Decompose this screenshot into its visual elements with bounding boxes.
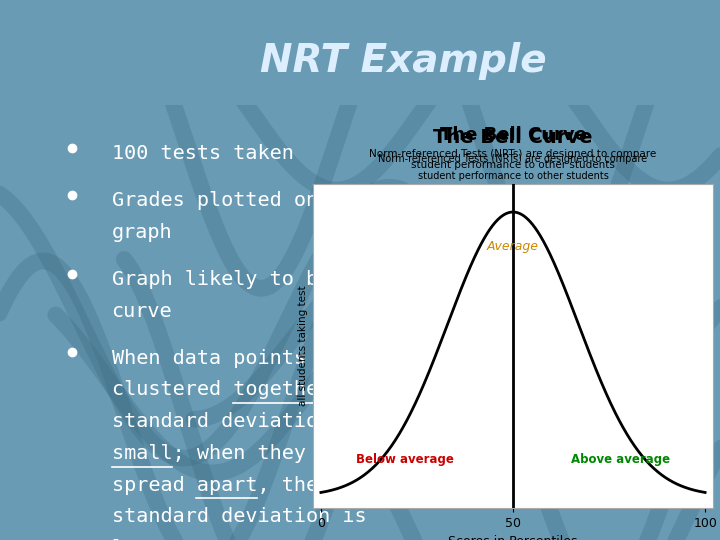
Text: Graph likely to be a bell: Graph likely to be a bell xyxy=(112,270,415,289)
Text: spread apart, the: spread apart, the xyxy=(112,476,318,495)
Text: standard deviation is: standard deviation is xyxy=(112,508,366,526)
Text: large: large xyxy=(112,539,172,540)
Text: The Bell Curve: The Bell Curve xyxy=(433,128,593,147)
Text: The Bell Curve: The Bell Curve xyxy=(440,126,586,144)
Text: curve: curve xyxy=(112,302,172,321)
Text: Average: Average xyxy=(487,240,539,253)
Text: graph: graph xyxy=(112,223,172,242)
Text: small; when they are: small; when they are xyxy=(112,444,354,463)
Text: When data points are: When data points are xyxy=(112,349,354,368)
Text: Below average: Below average xyxy=(356,453,454,466)
Text: Grades plotted on a: Grades plotted on a xyxy=(112,191,342,211)
Text: standard deviation is: standard deviation is xyxy=(112,412,366,431)
Y-axis label: all students taking test: all students taking test xyxy=(297,285,307,406)
Text: Above average: Above average xyxy=(571,453,670,466)
Text: Norm-referenced Tests (NRTs) are designed to compare: Norm-referenced Tests (NRTs) are designe… xyxy=(379,154,647,164)
Text: student performance to other students: student performance to other students xyxy=(411,160,615,170)
Text: student performance to other students: student performance to other students xyxy=(418,171,608,180)
Text: 100 tests taken: 100 tests taken xyxy=(112,144,294,164)
X-axis label: Scores in Percentiles: Scores in Percentiles xyxy=(449,535,577,540)
Text: Norm-referenced Tests (NRTs) are designed to compare: Norm-referenced Tests (NRTs) are designe… xyxy=(369,149,657,159)
Text: clustered together, the: clustered together, the xyxy=(112,381,390,400)
Text: NRT Example: NRT Example xyxy=(260,42,546,80)
